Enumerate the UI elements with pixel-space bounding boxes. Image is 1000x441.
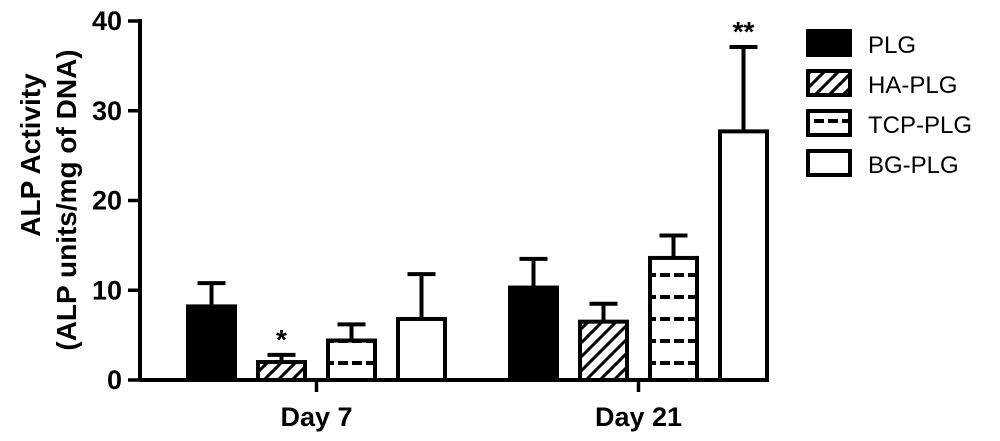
x-tick-label: Day 21	[595, 402, 682, 432]
legend-label: PLG	[868, 32, 916, 59]
legend-item-ha-plg: HA-PLG	[806, 69, 957, 99]
bar-ha-plg-day-21	[578, 319, 629, 383]
legend-item-plg: PLG	[806, 29, 916, 59]
bar-ha-plg-day-7	[256, 360, 307, 382]
bar-plg-day-21	[508, 285, 559, 382]
y-tick-label: 40	[92, 6, 122, 36]
legend-item-bg-plg: BG-PLG	[806, 149, 959, 179]
x-tick-label: Day 7	[280, 402, 352, 432]
y-axis-title-line2: (ALP units/mg of DNA)	[51, 49, 82, 350]
y-tick-label: 20	[92, 186, 122, 216]
x-axis: Day 7 Day 21	[140, 378, 762, 432]
y-axis-title: ALP Activity (ALP units/mg of DNA)	[15, 49, 82, 350]
legend-label: BG-PLG	[868, 152, 959, 179]
legend-swatch	[806, 109, 852, 137]
y-tick-label: 30	[92, 96, 122, 126]
y-axis-title-line1: ALP Activity	[15, 73, 46, 237]
legend-item-tcp-plg: TCP-PLG	[806, 109, 972, 139]
y-axis: 0 10 20 30 40	[92, 6, 142, 395]
bar-plg-day-7	[186, 304, 237, 382]
y-tick-label: 0	[107, 365, 122, 395]
significance-marker: **	[733, 16, 755, 47]
bars	[186, 129, 769, 383]
y-tick-label: 10	[92, 275, 122, 305]
significance-annotations: ***	[276, 16, 754, 355]
legend-swatch	[806, 69, 852, 97]
legend-swatch	[806, 29, 852, 57]
bar-bg-plg-day-21	[718, 129, 769, 382]
bar-tcp-plg-day-21	[648, 255, 699, 382]
bar-tcp-plg-day-7	[326, 338, 377, 383]
significance-marker: *	[276, 324, 287, 355]
error-bars	[197, 45, 758, 363]
bar-bg-plg-day-7	[396, 316, 447, 382]
legend-swatch	[806, 149, 852, 177]
legend-label: HA-PLG	[868, 72, 957, 99]
legend: PLG HA-PLG TCP-PLG BG-PLG	[806, 29, 972, 179]
legend-label: TCP-PLG	[868, 112, 972, 139]
